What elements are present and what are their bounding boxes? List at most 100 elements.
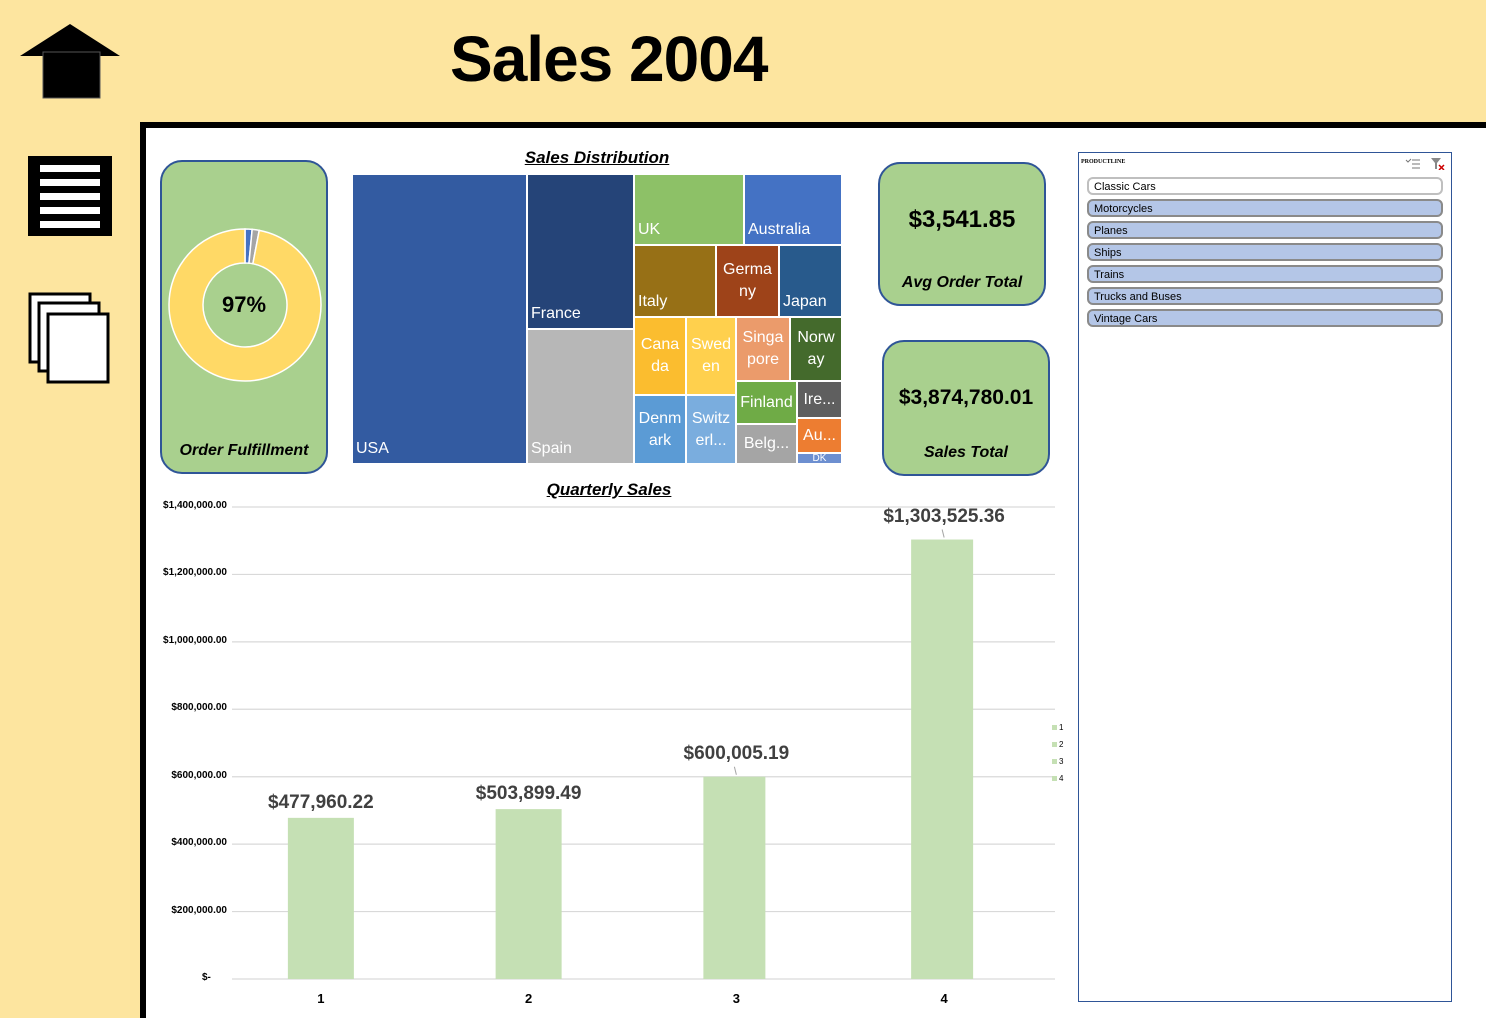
- avg-order-value: $3,541.85: [908, 206, 1016, 233]
- legend-swatch: [1052, 776, 1057, 781]
- treemap-tile[interactable]: Norw ay: [790, 317, 842, 381]
- legend-swatch: [1052, 725, 1057, 730]
- treemap-tile-label: Italy: [638, 293, 668, 310]
- treemap-tile[interactable]: Belg...: [736, 424, 797, 464]
- y-tick-label: $800,000.00: [171, 702, 227, 714]
- bar[interactable]: [287, 817, 354, 979]
- treemap-tile[interactable]: UK: [634, 174, 744, 245]
- donut-hole: [204, 264, 286, 346]
- y-tick-label: $1,200,000.00: [163, 567, 227, 579]
- fulfillment-value: 97%: [221, 292, 267, 317]
- legend-label: 3: [1059, 757, 1064, 766]
- sales-total-card: $3,874,780.01 Sales Total: [882, 340, 1050, 476]
- treemap-tile-label: Belg...: [743, 435, 790, 452]
- treemap-tile[interactable]: Singa pore: [736, 317, 790, 381]
- slicer-item[interactable]: Trains: [1087, 265, 1443, 283]
- data-label-leader: [941, 529, 945, 538]
- slicer-item[interactable]: Motorcycles: [1087, 199, 1443, 217]
- treemap-tile-label: Germa ny: [723, 261, 772, 300]
- legend-item: 2: [1052, 740, 1063, 749]
- y-tick-label: $1,400,000.00: [163, 500, 227, 511]
- clear-filter-icon[interactable]: [1431, 157, 1445, 175]
- treemap-tile-label: Ire...: [803, 390, 836, 408]
- treemap-tile[interactable]: Cana da: [634, 317, 686, 395]
- sales-distribution-title: Sales Distribution: [524, 148, 670, 167]
- treemap-tile[interactable]: Germa ny: [716, 245, 779, 317]
- legend-item: 1: [1052, 723, 1063, 732]
- treemap-tile-label: Singa pore: [742, 329, 784, 368]
- treemap-tile[interactable]: Ire...: [797, 381, 842, 418]
- treemap-tile[interactable]: Au...: [797, 418, 842, 453]
- treemap-tile-label: Australia: [748, 221, 811, 238]
- treemap-tile[interactable]: France: [527, 174, 634, 329]
- data-label-leader: [733, 766, 737, 775]
- sales-total-value: $3,874,780.01: [898, 386, 1034, 409]
- sales-total-title: Sales Total: [924, 444, 1008, 461]
- y-tick-label: $-: [202, 972, 211, 983]
- treemap-tile-label: DK: [812, 453, 827, 464]
- sales-treemap: USA France Spain UK Australia Italy Germa ny Ja…: [352, 174, 842, 464]
- x-tick-label: 3: [732, 991, 740, 1006]
- treemap-tile-label: Swed en: [690, 336, 732, 375]
- legend-swatch: [1052, 759, 1057, 764]
- treemap-tile-label: Finland: [740, 393, 793, 411]
- bar-data-label: $503,899.49: [475, 783, 582, 805]
- slicer-item[interactable]: Classic Cars: [1087, 177, 1443, 195]
- treemap-tile-label: Denm ark: [638, 409, 682, 449]
- home-arrow-icon[interactable]: [20, 24, 120, 100]
- donut-slice-fulfilled: [168, 228, 322, 382]
- treemap-tile-label: Norw ay: [797, 329, 835, 368]
- bar[interactable]: [703, 776, 766, 979]
- slicer-item[interactable]: Ships: [1087, 243, 1443, 261]
- bar-data-label: $600,005.19: [683, 742, 790, 764]
- fulfillment-donut: [168, 228, 322, 382]
- treemap-tile[interactable]: Italy: [634, 245, 716, 317]
- y-tick-label: $400,000.00: [171, 837, 227, 849]
- legend-label: 4: [1059, 774, 1064, 783]
- treemap-tile-label: UK: [638, 221, 661, 238]
- treemap-tile[interactable]: USA: [352, 174, 527, 464]
- quarterly-sales-chart: [232, 506, 1055, 980]
- treemap-tile-label: Cana da: [640, 336, 680, 375]
- y-tick-label: $600,000.00: [171, 769, 227, 781]
- productline-slicer: PRODUCTLINE Classic Cars Motorcycles Plane…: [1078, 152, 1452, 1002]
- bar-data-label: $477,960.22: [268, 791, 374, 813]
- avg-order-title: Avg Order Total: [901, 274, 1023, 291]
- treemap-tile[interactable]: DK: [797, 453, 842, 464]
- treemap-tile-label: France: [531, 305, 581, 322]
- treemap-tile-label: USA: [356, 440, 389, 457]
- chart-title: Quarterly Sales: [546, 480, 672, 499]
- avg-order-card: $3,541.85 Avg Order Total: [878, 162, 1046, 306]
- list-icon[interactable]: [28, 156, 112, 236]
- page-title: Sales 2004: [450, 23, 768, 95]
- bar[interactable]: [495, 809, 562, 979]
- treemap-tile-label: Au...: [803, 426, 836, 444]
- treemap-tile-label: Spain: [531, 440, 572, 457]
- treemap-tile[interactable]: Japan: [779, 245, 842, 317]
- slicer-item[interactable]: Vintage Cars: [1087, 309, 1443, 327]
- legend-item: 3: [1052, 757, 1063, 766]
- treemap-tile[interactable]: Switz erl...: [686, 395, 736, 464]
- bar-data-label: $1,303,525.36: [883, 505, 1005, 527]
- order-fulfillment-card: 97% Order Fulfillment: [160, 160, 328, 474]
- treemap-tile[interactable]: Finland: [736, 381, 797, 424]
- x-tick-label: 4: [940, 991, 948, 1006]
- slicer-item[interactable]: Planes: [1087, 221, 1443, 239]
- treemap-tile-label: Japan: [783, 293, 827, 310]
- treemap-tile[interactable]: Spain: [527, 329, 634, 464]
- pages-icon[interactable]: [28, 292, 112, 386]
- treemap-tile-label: Switz erl...: [691, 409, 731, 449]
- legend-label: 2: [1059, 740, 1064, 749]
- bar[interactable]: [911, 539, 974, 979]
- treemap-tile[interactable]: Australia: [744, 174, 842, 245]
- treemap-tile[interactable]: Swed en: [686, 317, 736, 395]
- treemap-tile[interactable]: Denm ark: [634, 395, 686, 464]
- x-tick-label: 1: [317, 991, 325, 1006]
- legend-swatch: [1052, 742, 1057, 747]
- legend-item: 4: [1052, 774, 1063, 783]
- x-tick-label: 2: [525, 991, 533, 1006]
- slicer-item[interactable]: Trucks and Buses: [1087, 287, 1443, 305]
- y-tick-label: $200,000.00: [171, 904, 227, 916]
- multi-select-icon[interactable]: [1405, 157, 1421, 175]
- y-tick-label: $1,000,000.00: [163, 634, 227, 646]
